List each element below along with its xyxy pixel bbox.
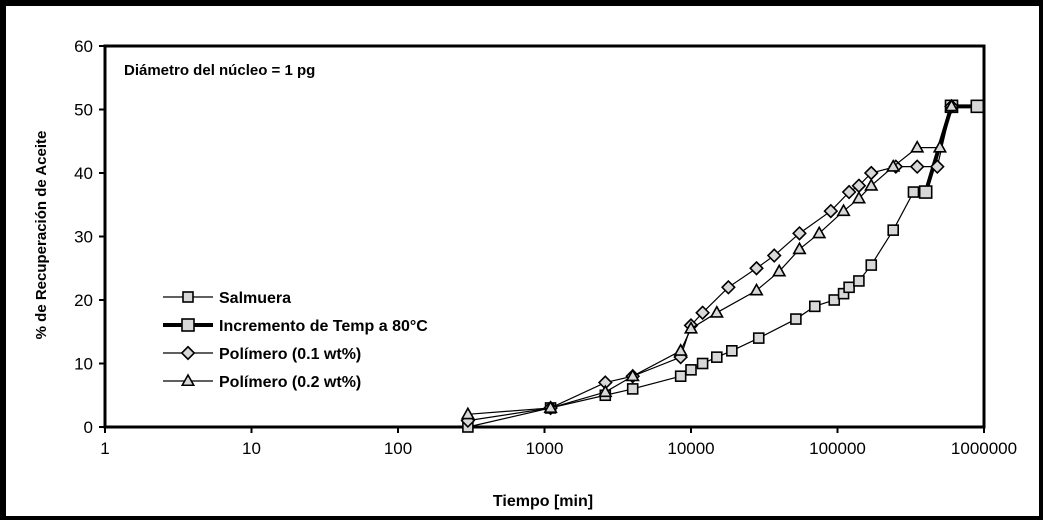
data-point-triangle xyxy=(932,139,948,153)
data-point-diamond xyxy=(695,305,710,321)
data-point-diamond xyxy=(823,203,839,219)
legend-marker-square xyxy=(181,318,195,332)
data-point-triangle xyxy=(460,406,476,420)
data-point-diamond xyxy=(841,184,857,200)
data-point-diamond xyxy=(721,279,736,295)
data-point-triangle xyxy=(772,263,787,277)
y-tick-label: 0 xyxy=(84,418,93,437)
data-point-triangle xyxy=(625,368,640,382)
legend-label: Incremento de Temp a 80°C xyxy=(219,318,428,335)
data-point-triangle xyxy=(812,225,827,239)
data-point-square xyxy=(790,313,802,325)
legend-marker-square xyxy=(182,291,194,303)
data-point-square xyxy=(828,294,841,306)
y-tick-label: 30 xyxy=(74,228,93,247)
x-tick-label: 10 xyxy=(242,439,261,458)
y-tick-label: 10 xyxy=(74,355,93,374)
data-point-diamond xyxy=(792,225,807,241)
data-point-square xyxy=(907,186,920,198)
data-point-triangle xyxy=(709,305,724,318)
data-point-square xyxy=(726,344,738,357)
x-axis-label: Tiempo [min] xyxy=(493,493,593,510)
legend: Salmuera Incremento de Temp a 80°C Polímer… xyxy=(163,290,428,391)
series-3 xyxy=(460,98,959,429)
legend-marker-diamond xyxy=(180,345,196,361)
data-point-triangle xyxy=(683,320,699,334)
data-point-square xyxy=(843,281,855,294)
data-point-diamond xyxy=(749,260,764,276)
data-point-triangle xyxy=(749,282,764,296)
x-tick-label: 1000000 xyxy=(951,439,1017,458)
data-point-square xyxy=(809,300,821,313)
series-line xyxy=(467,191,926,428)
core-diameter-annotation: Diámetro del núcleo = 1 pg xyxy=(124,62,315,79)
data-point-triangle xyxy=(673,343,688,356)
x-tick-label: 1 xyxy=(100,439,109,458)
legend-label: Salmuera xyxy=(219,290,291,307)
data-point-triangle xyxy=(598,384,613,398)
data-point-triangle xyxy=(543,400,558,414)
legend-marker-triangle xyxy=(180,373,196,387)
data-point-triangle xyxy=(851,190,867,204)
x-tick-label: 100 xyxy=(384,439,412,458)
data-point-triangle xyxy=(864,178,879,191)
data-point-square xyxy=(887,224,900,236)
x-tick-label: 1000 xyxy=(526,439,564,458)
series-line xyxy=(923,104,978,193)
plot-border xyxy=(103,44,986,429)
series-layer xyxy=(460,98,985,433)
series-2 xyxy=(918,99,985,199)
data-point-diamond xyxy=(909,159,925,175)
data-point-diamond xyxy=(929,159,945,175)
y-axis-label: % de Recuperación de Aceite xyxy=(33,131,50,340)
legend-label: Polímero (0.1 wt%) xyxy=(219,346,361,363)
data-point-triangle xyxy=(792,241,807,255)
data-point-square xyxy=(685,364,697,376)
chart-svg: 0 10 20 30 40 50 60 1 10 100 1000 10000 100000 100000… xyxy=(33,37,1017,510)
axes: 0 10 20 30 40 50 60 1 10 100 1000 10000 100000 100000… xyxy=(74,37,1017,458)
y-tick-label: 50 xyxy=(74,101,93,120)
data-point-square xyxy=(853,275,865,287)
data-point-square xyxy=(674,370,687,383)
data-point-triangle xyxy=(910,139,925,153)
series-line xyxy=(467,106,953,415)
series-4 xyxy=(460,98,959,420)
data-point-square xyxy=(710,351,723,363)
data-point-triangle xyxy=(886,159,901,172)
data-point-square xyxy=(918,185,933,199)
data-point-diamond xyxy=(766,248,782,263)
x-tick-label: 100000 xyxy=(809,439,866,458)
data-point-triangle xyxy=(944,98,959,112)
data-point-triangle xyxy=(836,203,851,217)
data-point-square xyxy=(752,332,765,344)
x-tick-label: 10000 xyxy=(667,439,714,458)
data-point-square xyxy=(626,383,639,395)
y-tick-label: 40 xyxy=(74,164,93,183)
data-point-square xyxy=(970,99,985,114)
series-line xyxy=(467,106,953,422)
data-point-square xyxy=(696,357,709,370)
series-1 xyxy=(462,186,932,433)
legend-label: Polímero (0.2 wt%) xyxy=(219,374,361,391)
y-tick-label: 20 xyxy=(74,291,93,310)
data-point-square xyxy=(865,259,878,271)
y-tick-label: 60 xyxy=(74,37,93,56)
